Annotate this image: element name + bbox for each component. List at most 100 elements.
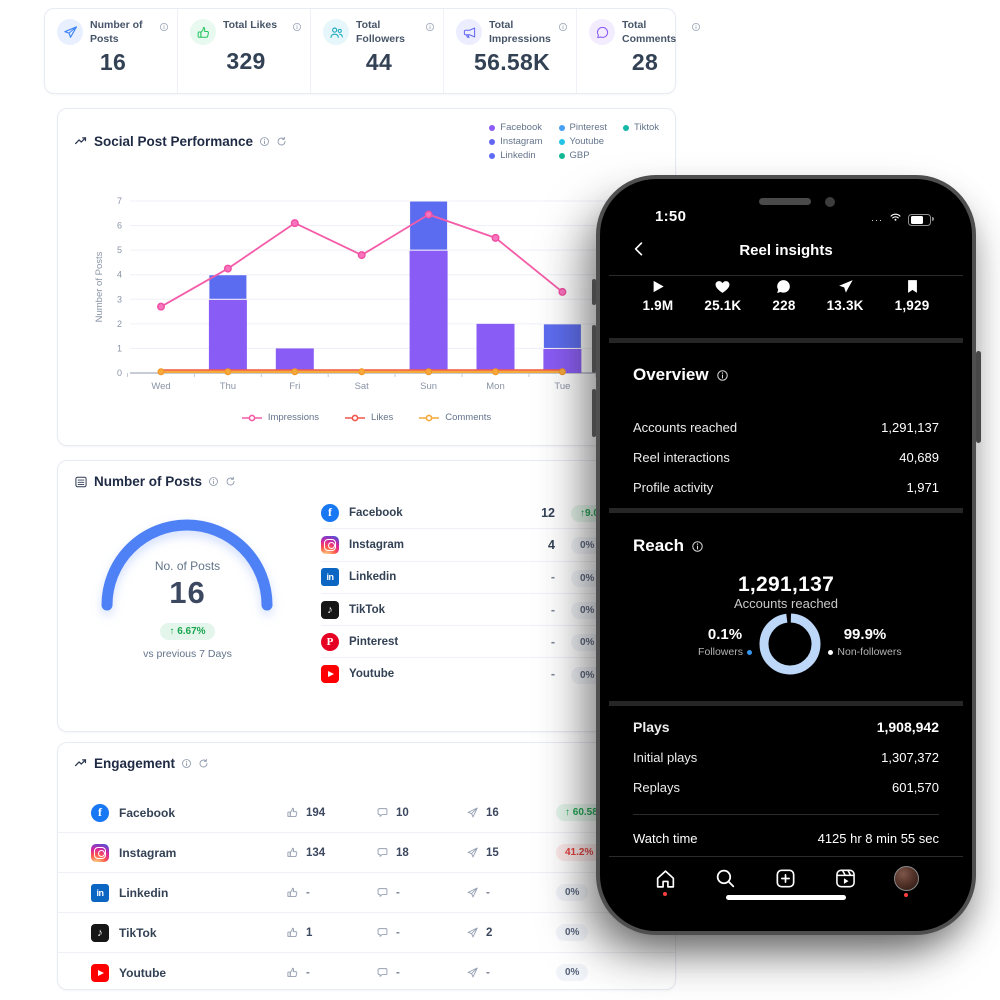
cellular-signal-icon: ··· (871, 214, 883, 225)
legend-item-gbp[interactable]: GBP (558, 150, 608, 161)
info-icon (260, 137, 269, 146)
chevron-left-icon (634, 242, 643, 256)
reel-stat-play[interactable]: 1.9M (643, 278, 674, 313)
reels-icon (835, 869, 855, 887)
reel-stat-comment-bubble[interactable]: 228 (772, 278, 795, 313)
back-chevron-icon[interactable] (631, 240, 648, 262)
legend-item-youtube[interactable]: Youtube (558, 136, 608, 147)
legend-item-linkedin[interactable]: Linkedin (489, 150, 542, 161)
plays-rows: Plays 1,908,942 Initial plays 1,307,372 Repl… (609, 712, 963, 802)
overview-rows: Accounts reached 1,291,137 Reel interactio… (609, 412, 963, 502)
create-icon (776, 869, 794, 887)
like-outline-icon (287, 927, 298, 938)
like-outline-icon (287, 847, 298, 858)
battery-icon (908, 213, 934, 227)
refresh-icon[interactable] (225, 476, 236, 487)
info-icon[interactable] (259, 136, 270, 147)
legend-item-instagram[interactable]: Instagram (489, 136, 543, 147)
reel-stat-bookmark[interactable]: 1,929 (895, 278, 930, 313)
reel-stat-value: 1,929 (894, 298, 930, 313)
table-row[interactable]: ♪ TikTok - 0% (321, 594, 657, 627)
gauge-label: No. of Posts (154, 559, 221, 573)
refresh-icon[interactable] (276, 136, 287, 147)
info-icon[interactable] (691, 19, 701, 37)
platform-name: Instagram (349, 538, 404, 551)
likes-metric: 134 (286, 846, 376, 859)
stat-label: Total Followers (356, 19, 406, 45)
table-row[interactable]: Youtube - 0% (321, 658, 657, 689)
table-row[interactable]: f Facebook 194 10 16 ↑ 60.58% (58, 793, 675, 833)
info-icon (425, 22, 435, 32)
nav-search[interactable] (714, 867, 737, 890)
info-icon[interactable] (292, 19, 302, 37)
legend-item-tiktok[interactable]: Tiktok (623, 122, 659, 133)
trend-icon (74, 757, 88, 771)
gauge-change-badge: ↑ 6.67% (160, 623, 215, 640)
table-row[interactable]: P Pinterest - 0% (321, 626, 657, 659)
summary-stat[interactable]: Total Comments 28 (577, 9, 709, 93)
facebook-icon: f (91, 803, 109, 822)
nav-profile[interactable] (893, 865, 919, 897)
platform-name: Linkedin (119, 885, 169, 900)
share-icon (838, 280, 853, 293)
reach-donut-chart (759, 613, 821, 675)
comment-outline-icon (377, 848, 388, 857)
watch-time-row: Watch time 4125 hr 8 min 55 sec (633, 830, 939, 846)
info-icon[interactable] (425, 19, 435, 37)
info-icon[interactable] (208, 476, 219, 487)
summary-stat[interactable]: Total Impressions 56.58K (444, 9, 577, 93)
table-row[interactable]: Instagram 134 18 15 41.2% ↓ (58, 833, 675, 873)
comments-metric: 10 (376, 806, 466, 819)
table-row[interactable]: in Linkedin - - -0% (58, 873, 675, 913)
svg-text:Mon: Mon (486, 381, 504, 392)
svg-text:6: 6 (117, 221, 122, 231)
svg-text:Fri: Fri (289, 381, 300, 392)
summary-stat[interactable]: Total Followers 44 (311, 9, 444, 93)
platform-name: Linkedin (349, 571, 397, 584)
series-legend-likes[interactable]: Likes (345, 412, 393, 423)
stat-value: 16 (99, 49, 127, 76)
nav-create[interactable] (774, 867, 797, 890)
platform-name: Youtube (349, 668, 395, 681)
bookmark-icon (907, 280, 917, 293)
info-icon[interactable] (691, 540, 704, 553)
comment-icon (596, 26, 608, 38)
series-legend-comments[interactable]: Comments (419, 412, 491, 423)
nav-home[interactable] (654, 867, 677, 896)
svg-text:5: 5 (117, 245, 122, 255)
legend-item-pinterest[interactable]: Pinterest (558, 122, 607, 133)
comments-metric: 18 (376, 846, 466, 859)
series-legend-impressions[interactable]: Impressions (241, 412, 319, 423)
table-row[interactable]: ♪ TikTok 1-2 0% (58, 913, 675, 953)
info-icon[interactable] (558, 19, 568, 37)
overview-row: Accounts reached 1,291,137 (633, 419, 939, 435)
table-row[interactable]: in Linkedin - 0% (321, 562, 657, 594)
search-icon (716, 869, 734, 887)
info-icon[interactable] (716, 369, 729, 382)
refresh-icon[interactable] (198, 758, 209, 769)
table-row[interactable]: Youtube - - -0% (58, 953, 675, 992)
share-outline-icon (467, 887, 478, 898)
info-icon[interactable] (181, 758, 192, 769)
stat-label: Total Impressions (489, 19, 551, 45)
wifi-icon (888, 211, 903, 229)
facebook-icon: f (321, 503, 339, 522)
reel-stat-share[interactable]: 13.3K (827, 278, 864, 313)
summary-stat[interactable]: Number of Posts 16 (45, 9, 178, 93)
table-row[interactable]: Instagram 4 0% (321, 529, 657, 562)
comment-outline-icon (377, 888, 388, 897)
info-icon (692, 540, 703, 552)
trend-icon (74, 758, 87, 766)
reel-stat-heart[interactable]: 25.1K (704, 278, 741, 313)
legend-item-facebook[interactable]: Facebook (489, 122, 542, 133)
overview-row: Reel interactions 40,689 (633, 449, 939, 465)
home-indicator[interactable] (726, 895, 846, 900)
info-icon[interactable] (159, 19, 169, 37)
mute-switch (591, 279, 596, 305)
shares-metric: - (466, 886, 556, 899)
nav-reels[interactable] (834, 867, 857, 890)
info-icon (292, 22, 302, 32)
change-badge: 0% (556, 884, 589, 901)
svg-text:2: 2 (117, 319, 122, 329)
summary-stat[interactable]: Total Likes 329 (178, 9, 311, 93)
